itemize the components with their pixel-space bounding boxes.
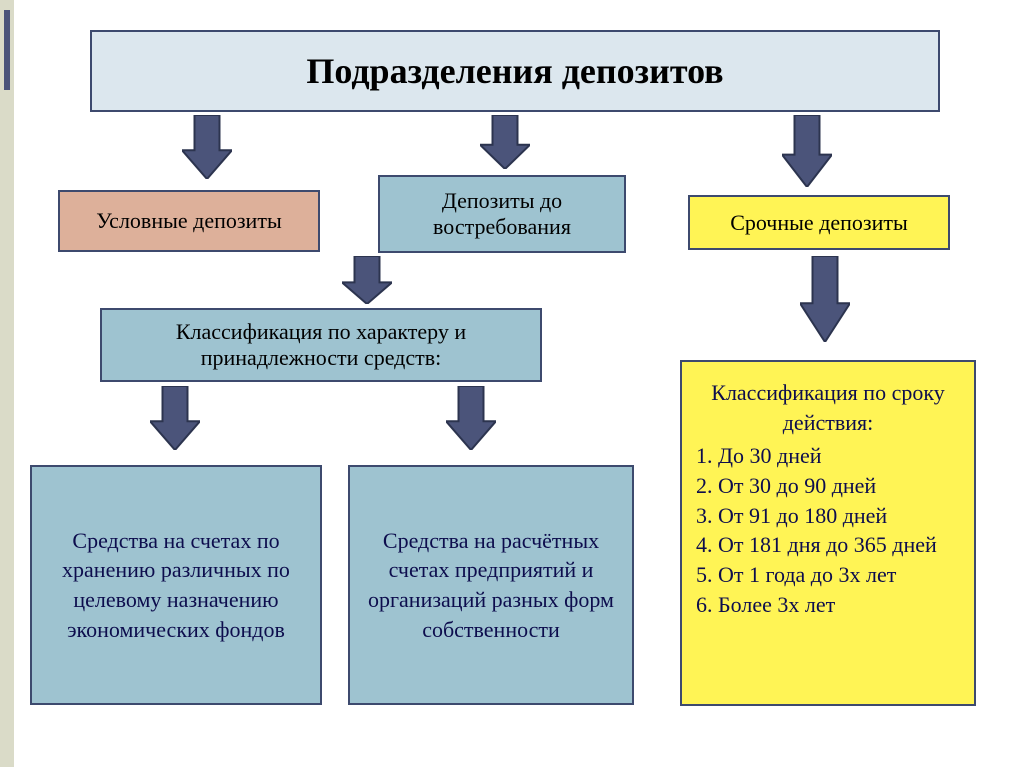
arrow-down-icon <box>182 115 232 179</box>
arrow-down-icon <box>800 256 850 342</box>
side-accent-inner <box>4 10 10 90</box>
rightbox-header: Классификация по сроку действия: <box>696 378 960 437</box>
rightbox-item: 3. От 91 до 180 дней <box>696 501 937 531</box>
arrow-down-icon <box>480 115 530 169</box>
category-conditional: Условные депозиты <box>58 190 320 252</box>
rightbox-item: 6. Более 3х лет <box>696 590 937 620</box>
arrow-down-icon <box>150 386 200 450</box>
classification-by-character: Классификация по характеру и принадлежно… <box>100 308 542 382</box>
midbox-text: Классификация по характеру и принадлежно… <box>112 319 530 371</box>
arrow-down-icon <box>342 256 392 304</box>
category-label: Условные депозиты <box>96 208 281 234</box>
leaf-settlement-accounts: Средства на расчётных счетах предприятий… <box>348 465 634 705</box>
arrow-down-icon <box>446 386 496 450</box>
category-label: Срочные депозиты <box>730 210 908 236</box>
category-demand: Депозиты до востребования <box>378 175 626 253</box>
rightbox-item: 4. От 181 дня до 365 дней <box>696 530 937 560</box>
title-box: Подразделения депозитов <box>90 30 940 112</box>
title-text: Подразделения депозитов <box>306 50 723 92</box>
rightbox-items: 1. До 30 дней2. От 30 до 90 дней3. От 91… <box>696 441 937 619</box>
arrow-down-icon <box>782 115 832 187</box>
leaf-text: Средства на расчётных счетах предприятий… <box>360 526 622 645</box>
leaf-text: Средства на счетах по хранению различных… <box>42 526 310 645</box>
category-label: Депозиты до востребования <box>390 188 614 240</box>
rightbox-item: 1. До 30 дней <box>696 441 937 471</box>
classification-by-term: Классификация по сроку действия: 1. До 3… <box>680 360 976 706</box>
leaf-funds-storage: Средства на счетах по хранению различных… <box>30 465 322 705</box>
rightbox-item: 2. От 30 до 90 дней <box>696 471 937 501</box>
side-accent <box>0 0 14 767</box>
category-term: Срочные депозиты <box>688 195 950 250</box>
rightbox-item: 5. От 1 года до 3х лет <box>696 560 937 590</box>
